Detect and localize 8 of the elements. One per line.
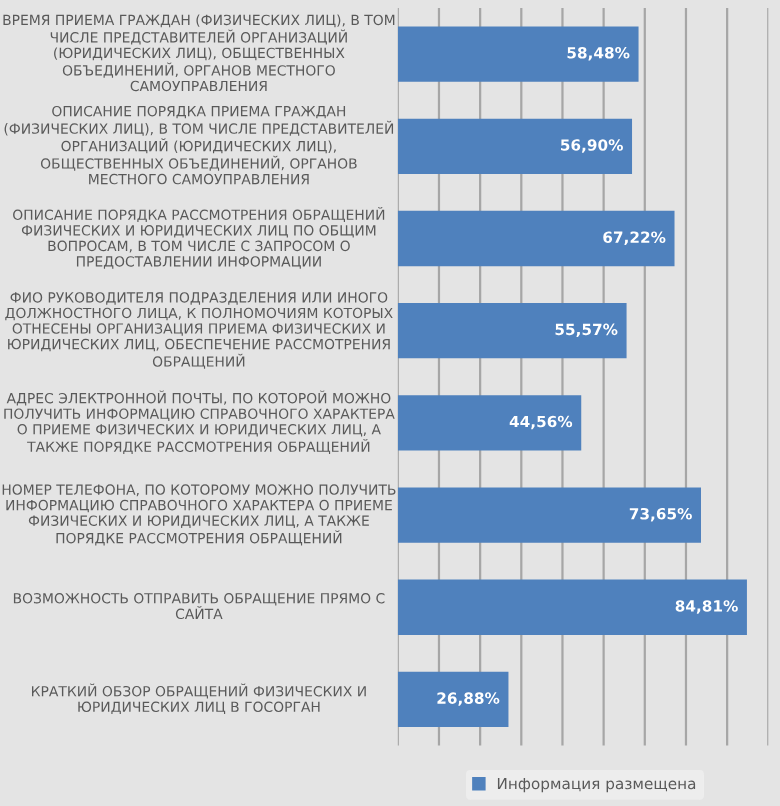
bar	[397, 395, 582, 451]
bar	[397, 118, 633, 174]
bar	[397, 671, 509, 728]
bar	[397, 26, 639, 82]
bar	[397, 210, 675, 267]
bar	[397, 579, 747, 635]
bar	[397, 487, 701, 543]
bar	[397, 303, 627, 359]
